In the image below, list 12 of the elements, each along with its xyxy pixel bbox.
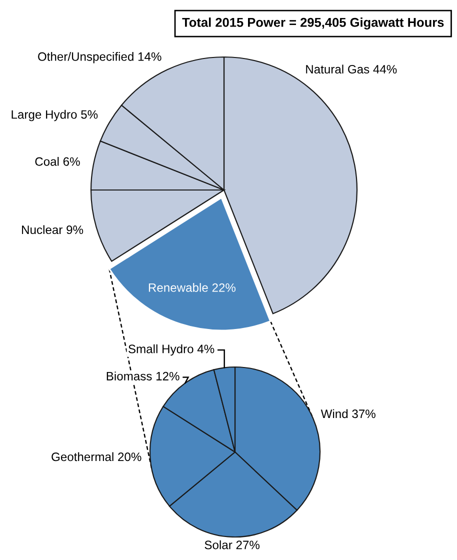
slice-label: Small Hydro 4% [128,344,214,356]
slice-label: Natural Gas 44% [306,64,397,74]
slice-label: Nuclear 9% [22,225,84,234]
slice-label: Renewable 22% [148,283,236,292]
slice-label: Large Hydro 5% [12,110,98,122]
slice-label: Other/Unspecified 14% [38,52,162,64]
slice-label: Solar 27% [204,540,260,550]
slice-label: Geothermal 20% [52,452,142,462]
slice-label: Biomass 12% [106,372,180,380]
slice-label: Coal 6% [35,156,80,166]
slice-label: Wind 37% [320,409,376,418]
chart-title: Total 2015 Power = 295,405 Gigawatt Hours [182,18,444,30]
